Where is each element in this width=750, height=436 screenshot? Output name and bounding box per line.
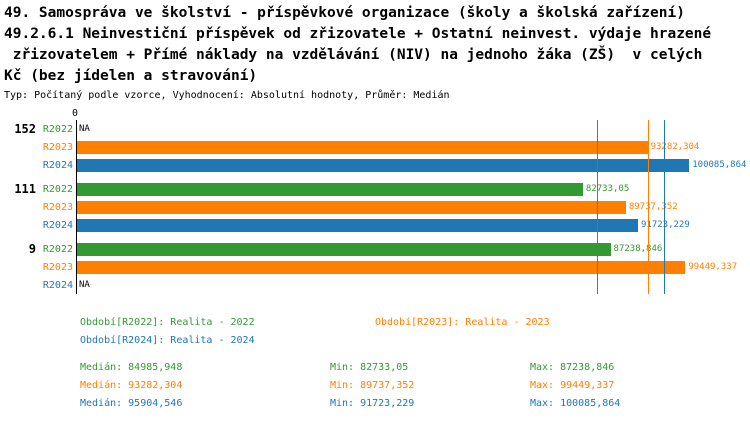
report-header: 49. Samospráva ve školství - příspěvkové… — [0, 0, 750, 102]
y-axis-line — [76, 120, 77, 294]
median-line-R2022 — [596, 120, 598, 294]
bar-value-label: 89737,352 — [628, 202, 678, 212]
bar-9-R2023 — [76, 260, 686, 274]
min-r2023: Min: 89737,352 — [330, 380, 415, 391]
series-label: R2023 — [42, 201, 73, 213]
bar-row: R2023 93282,304 — [0, 138, 750, 156]
bar-value-label: 87238,846 — [613, 244, 663, 254]
bar-track: 99449,337 — [76, 258, 750, 276]
plot-area: 152 R2022 NA R2023 93282,304 R2024 100085,864 1… — [0, 120, 750, 294]
median-line-R2023 — [647, 120, 649, 294]
max-r2024: Max: 100085,864 — [530, 398, 621, 409]
series-label: R2022 — [42, 183, 73, 195]
report-title-line-1: 49. Samospráva ve školství - příspěvkové… — [4, 5, 685, 21]
summary-stats: Medián: 84985,948 Min: 82733,05 Max: 872… — [80, 361, 750, 410]
series-label: R2024 — [42, 219, 73, 231]
min-r2024: Min: 91723,229 — [330, 398, 415, 409]
min-r2022: Min: 82733,05 — [330, 362, 409, 373]
bar-value-label: NA — [79, 280, 90, 290]
bar-track: 87238,846 — [76, 240, 750, 258]
bar-value-label: 100085,864 — [692, 160, 747, 170]
bar-row: 152 R2022 NA — [0, 120, 750, 138]
series-label: R2023 — [42, 141, 73, 153]
bar-track: NA — [76, 120, 750, 138]
legend-item-r2022: Období[R2022]: Realita - 2022 — [80, 317, 255, 328]
report-page: 49. Samospráva ve školství - příspěvkové… — [0, 0, 750, 410]
legend: Období[R2022]: Realita - 2022 Období[R20… — [80, 316, 750, 347]
bar-track: 82733,05 — [76, 180, 750, 198]
bar-chart: 0 152 R2022 NA R2023 93282,304 R2024 100085,86… — [0, 108, 750, 294]
bar-track: NA — [76, 276, 750, 294]
group-count-label: 152 — [14, 122, 36, 136]
bar-value-label: 99449,337 — [688, 262, 738, 272]
bar-row: R2023 99449,337 — [0, 258, 750, 276]
report-title-line-2: 49.2.6.1 Neinvestiční příspěvek od zřizo… — [4, 26, 712, 42]
median-r2023: Medián: 93282,304 — [80, 380, 183, 391]
bar-value-label: NA — [79, 124, 90, 134]
series-label: R2024 — [42, 159, 73, 171]
series-label: R2024 — [42, 279, 73, 291]
chart-footer: Období[R2022]: Realita - 2022 Období[R20… — [0, 316, 750, 410]
max-r2022: Max: 87238,846 — [530, 362, 615, 373]
bar-152-R2023 — [76, 140, 648, 154]
bar-value-label: 82733,05 — [585, 184, 630, 194]
bar-track: 89737,352 — [76, 198, 750, 216]
bar-track: 100085,864 — [76, 156, 750, 174]
bar-111-R2022 — [76, 182, 583, 196]
bar-row: 9 R2022 87238,846 — [0, 240, 750, 258]
group-count-label: 111 — [14, 182, 36, 196]
bar-value-label: 91723,229 — [641, 220, 690, 230]
bar-value-label: 93282,304 — [650, 142, 700, 152]
median-r2022: Medián: 84985,948 — [80, 362, 183, 373]
bar-111-R2024 — [76, 218, 638, 232]
bar-row: R2024 100085,864 — [0, 156, 750, 174]
median-line-R2024 — [663, 120, 665, 294]
report-title-line-3: zřizovatelem + Přímé náklady na vzdělává… — [4, 47, 703, 63]
series-label: R2023 — [42, 261, 73, 273]
report-title-line-4: Kč (bez jídelen a stravování) — [4, 68, 258, 84]
series-label: R2022 — [42, 123, 73, 135]
bar-111-R2023 — [76, 200, 626, 214]
group-count-label: 9 — [28, 242, 36, 256]
bar-9-R2022 — [76, 242, 611, 256]
series-label: R2022 — [42, 243, 73, 255]
bar-track: 93282,304 — [76, 138, 750, 156]
legend-item-r2023: Období[R2023]: Realita - 2023 — [375, 317, 550, 328]
report-meta-line: Typ: Počítaný podle vzorce, Vyhodnocení:… — [4, 90, 450, 101]
bar-row: R2023 89737,352 — [0, 198, 750, 216]
median-r2024: Medián: 95904,546 — [80, 398, 183, 409]
axis-zero-label: 0 — [72, 108, 79, 119]
bar-row: R2024 NA — [0, 276, 750, 294]
legend-item-r2024: Období[R2024]: Realita - 2024 — [80, 335, 255, 346]
max-r2023: Max: 99449,337 — [530, 380, 615, 391]
bar-152-R2024 — [76, 158, 690, 172]
bar-row: R2024 91723,229 — [0, 216, 750, 234]
bar-row: 111 R2022 82733,05 — [0, 180, 750, 198]
bar-track: 91723,229 — [76, 216, 750, 234]
